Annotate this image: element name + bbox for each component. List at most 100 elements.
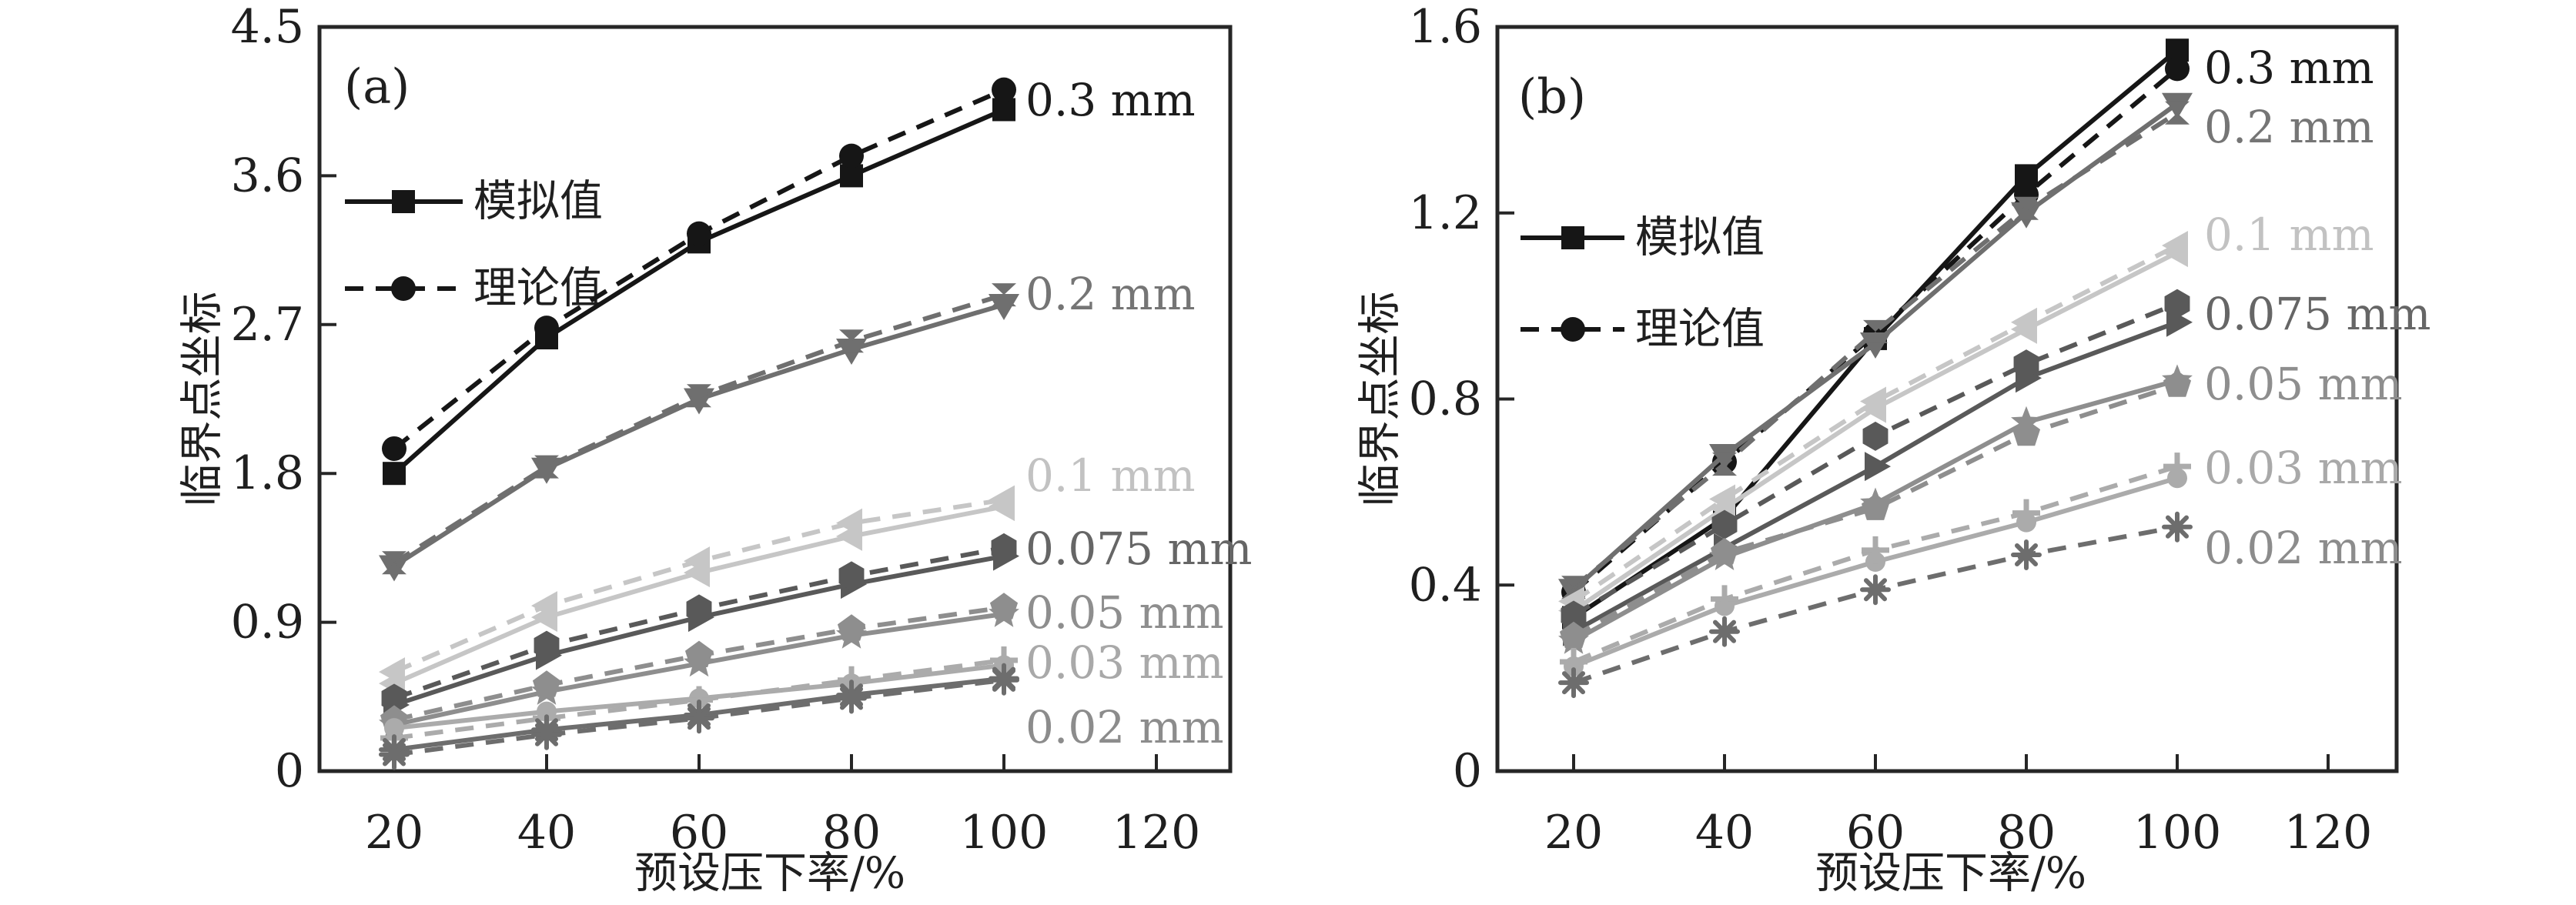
x-tick-label: 20 xyxy=(365,806,423,860)
legend-marker-theoretical xyxy=(391,276,416,301)
series-002mm-asterisk-marker xyxy=(1860,574,1891,606)
series-002mm-dashed-line xyxy=(393,677,1005,757)
y-tick-label: 0.8 xyxy=(1409,372,1482,426)
series-0075mm-hexagon-marker xyxy=(381,683,407,713)
y-tick-label: 0 xyxy=(275,744,304,798)
legend-label-simulated: 模拟值 xyxy=(473,177,603,227)
series-002mm-asterisk-marker xyxy=(684,703,714,734)
legend-label-theoretical: 理论值 xyxy=(1635,305,1765,355)
plot-frame xyxy=(317,25,1233,773)
series-003mm-plus-marker xyxy=(2163,452,2191,481)
series-01mm-triangle-left-marker xyxy=(379,657,405,687)
series-01mm-triangle-left-marker xyxy=(1860,386,1886,416)
x-tick-label: 60 xyxy=(1846,806,1905,860)
series-003mm-dashed-line xyxy=(393,658,1005,740)
series-003mm-plus-marker xyxy=(2012,499,2040,527)
y-tick-label: 0 xyxy=(1453,744,1482,798)
series-03mm-circle-marker xyxy=(534,316,559,341)
series-002mm-asterisk-marker xyxy=(1558,667,1589,699)
x-tick-label: 40 xyxy=(517,806,576,860)
series-label: 0.2 mm xyxy=(1025,268,1196,320)
chart-b-canvas: 0 0.4 0.8 1.2 1.6 20 40 60 80 100 120 预设压下率/% 临界点坐标 (… xyxy=(1356,0,2431,899)
series-02mm-dashed-line xyxy=(1572,111,2179,589)
series-label: 0.1 mm xyxy=(2204,209,2374,261)
series-0075mm-hexagon-marker xyxy=(1561,600,1587,630)
chart-panel-a: 0 0.9 1.8 2.7 3.6 4.5 20 40 60 80 100 120 预设压下率/% 临界点… xyxy=(0,0,1288,902)
x-tick-label: 80 xyxy=(822,806,881,860)
series-002mm-asterisk-marker xyxy=(2162,511,2193,543)
panel-label: (b) xyxy=(1518,68,1586,125)
x-tick-label: 40 xyxy=(1695,806,1754,860)
series-0075mm-hexagon-marker xyxy=(838,561,865,591)
x-tick-label: 120 xyxy=(2284,806,2373,860)
y-tick-label: 1.6 xyxy=(1409,0,1482,54)
series-005mm-pentagon-marker xyxy=(1559,621,1588,649)
series-02mm-hourglass-marker xyxy=(2165,101,2190,125)
series-005mm-pentagon-marker xyxy=(2012,419,2041,446)
y-axis-title: 临界点坐标 xyxy=(178,292,228,507)
series-label: 0.075 mm xyxy=(1025,523,1252,575)
chart-panel-b: 0 0.4 0.8 1.2 1.6 20 40 60 80 100 120 预设压下率/% 临界点坐标 (… xyxy=(1288,0,2576,902)
series-005mm-pentagon-marker xyxy=(1861,493,1890,520)
x-tick-label: 100 xyxy=(960,806,1049,860)
series-label: 0.1 mm xyxy=(1025,449,1196,502)
y-tick-label: 3.6 xyxy=(231,149,304,202)
legend-marker-theoretical xyxy=(1561,317,1585,342)
series-003mm-plus-marker xyxy=(1862,536,1889,564)
series-label: 0.03 mm xyxy=(2204,442,2403,494)
series-03mm-circle-marker xyxy=(687,221,711,246)
y-tick-label: 2.7 xyxy=(231,298,304,352)
x-tick-label: 20 xyxy=(1544,806,1603,860)
chart-a-canvas: 0 0.9 1.8 2.7 3.6 4.5 20 40 60 80 100 120 预设压下率/% 临界点… xyxy=(178,0,1253,899)
y-tick-label: 1.2 xyxy=(1409,186,1482,240)
y-tick-label: 1.8 xyxy=(231,446,304,500)
series-label: 0.05 mm xyxy=(2204,358,2403,410)
series-02mm-hourglass-marker xyxy=(382,551,406,575)
series-03mm-circle-marker xyxy=(992,77,1016,102)
y-axis-title: 临界点坐标 xyxy=(1356,292,1406,507)
series-label: 0.3 mm xyxy=(2204,42,2374,94)
panel-label: (a) xyxy=(344,58,410,115)
series-label: 0.03 mm xyxy=(1025,636,1224,689)
series-03mm-circle-marker xyxy=(839,143,864,169)
y-tick-label: 4.5 xyxy=(231,0,304,54)
series-02mm-hourglass-marker xyxy=(992,283,1016,307)
series-002mm-asterisk-marker xyxy=(989,664,1019,696)
series-005mm-pentagon-marker xyxy=(837,614,866,641)
series-0075mm-hexagon-marker xyxy=(534,630,560,660)
series-002mm-asterisk-marker xyxy=(1709,616,1740,647)
series-02mm-hourglass-marker xyxy=(1712,452,1737,476)
series-002mm-asterisk-marker xyxy=(2011,539,2042,570)
series-0075mm-hexagon-marker xyxy=(1711,509,1738,539)
series-label: 0.075 mm xyxy=(2204,288,2430,340)
series-01mm-dashed-line xyxy=(1572,243,2179,603)
series-01mm-triangle-left-marker xyxy=(531,591,557,621)
series-02mm-triangle-down-marker xyxy=(989,294,1019,321)
x-tick-label: 60 xyxy=(670,806,728,860)
series-01mm-triangle-left-marker xyxy=(2011,307,2037,337)
series-005mm-pentagon-marker xyxy=(1710,537,1739,565)
legend-label-theoretical: 理论值 xyxy=(473,264,603,314)
series-01mm-triangle-left-marker xyxy=(684,546,710,576)
series-label: 0.02 mm xyxy=(2204,522,2403,574)
series-label: 0.02 mm xyxy=(1025,701,1224,753)
series-01mm-triangle-left-marker xyxy=(1709,484,1735,514)
series-0075mm-hexagon-marker xyxy=(991,533,1017,563)
series-label: 0.3 mm xyxy=(1025,74,1196,126)
series-0075mm-triangle-right-marker xyxy=(1865,452,1891,482)
series-02mm-hourglass-marker xyxy=(839,329,864,353)
x-tick-label: 80 xyxy=(1997,806,2056,860)
series-003mm-plus-marker xyxy=(1711,585,1738,613)
series-02mm-solid-line xyxy=(393,302,1005,569)
series-002mm-asterisk-marker xyxy=(836,683,867,714)
series-0075mm-hexagon-marker xyxy=(686,594,712,624)
series-02mm-hourglass-marker xyxy=(687,384,711,408)
series-02mm-hourglass-marker xyxy=(534,455,559,479)
series-label: 0.2 mm xyxy=(2204,101,2374,153)
series-01mm-triangle-left-marker xyxy=(989,485,1015,515)
series-0075mm-hexagon-marker xyxy=(2013,349,2039,379)
series-label: 0.05 mm xyxy=(1025,586,1224,639)
legend-marker-simulated xyxy=(1561,226,1584,249)
x-tick-label: 120 xyxy=(1112,806,1201,860)
